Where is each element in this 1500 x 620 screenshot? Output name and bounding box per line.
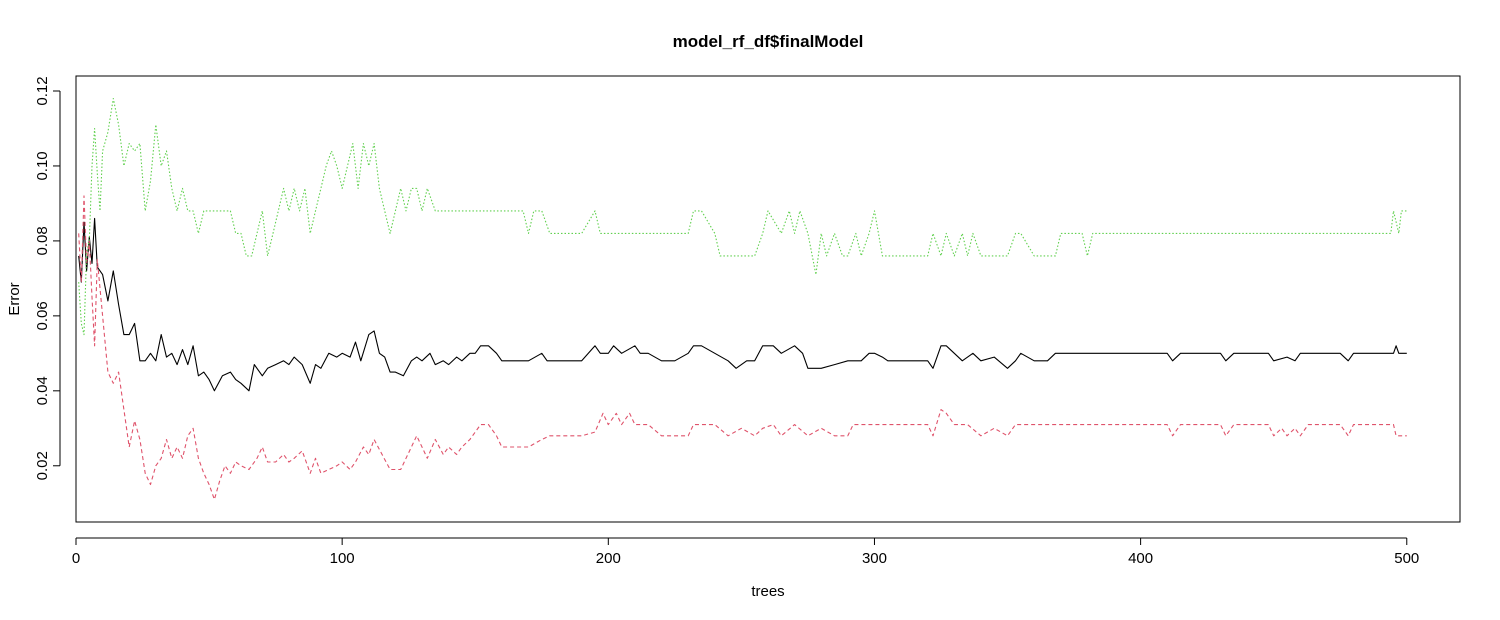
y-tick-label: 0.12 bbox=[34, 76, 51, 105]
x-tick-label: 300 bbox=[862, 550, 887, 567]
x-tick-label: 500 bbox=[1394, 550, 1419, 567]
series-line-2 bbox=[78, 195, 1407, 501]
x-tick-label: 0 bbox=[72, 550, 80, 567]
y-tick-label: 0.10 bbox=[34, 151, 51, 180]
x-tick-label: 400 bbox=[1128, 550, 1153, 567]
x-tick-label: 200 bbox=[596, 550, 621, 567]
y-tick-label: 0.08 bbox=[34, 226, 51, 255]
y-tick-label: 0.06 bbox=[34, 301, 51, 330]
x-tick-label: 100 bbox=[330, 550, 355, 567]
y-axis-label: Error bbox=[6, 282, 23, 315]
y-axis: 0.02 0.04 0.06 0.08 0.10 0.12 bbox=[34, 76, 61, 480]
chart-title: model_rf_df$finalModel bbox=[673, 32, 864, 51]
series-line-1 bbox=[78, 217, 1407, 392]
x-axis: 0 100 200 300 400 500 bbox=[72, 537, 1419, 567]
series-line-3 bbox=[78, 97, 1407, 336]
plot-frame bbox=[75, 75, 1461, 523]
x-axis-label: trees bbox=[751, 583, 784, 600]
y-tick-label: 0.04 bbox=[34, 376, 51, 405]
y-tick-label: 0.02 bbox=[34, 451, 51, 480]
series-layer bbox=[78, 97, 1407, 501]
